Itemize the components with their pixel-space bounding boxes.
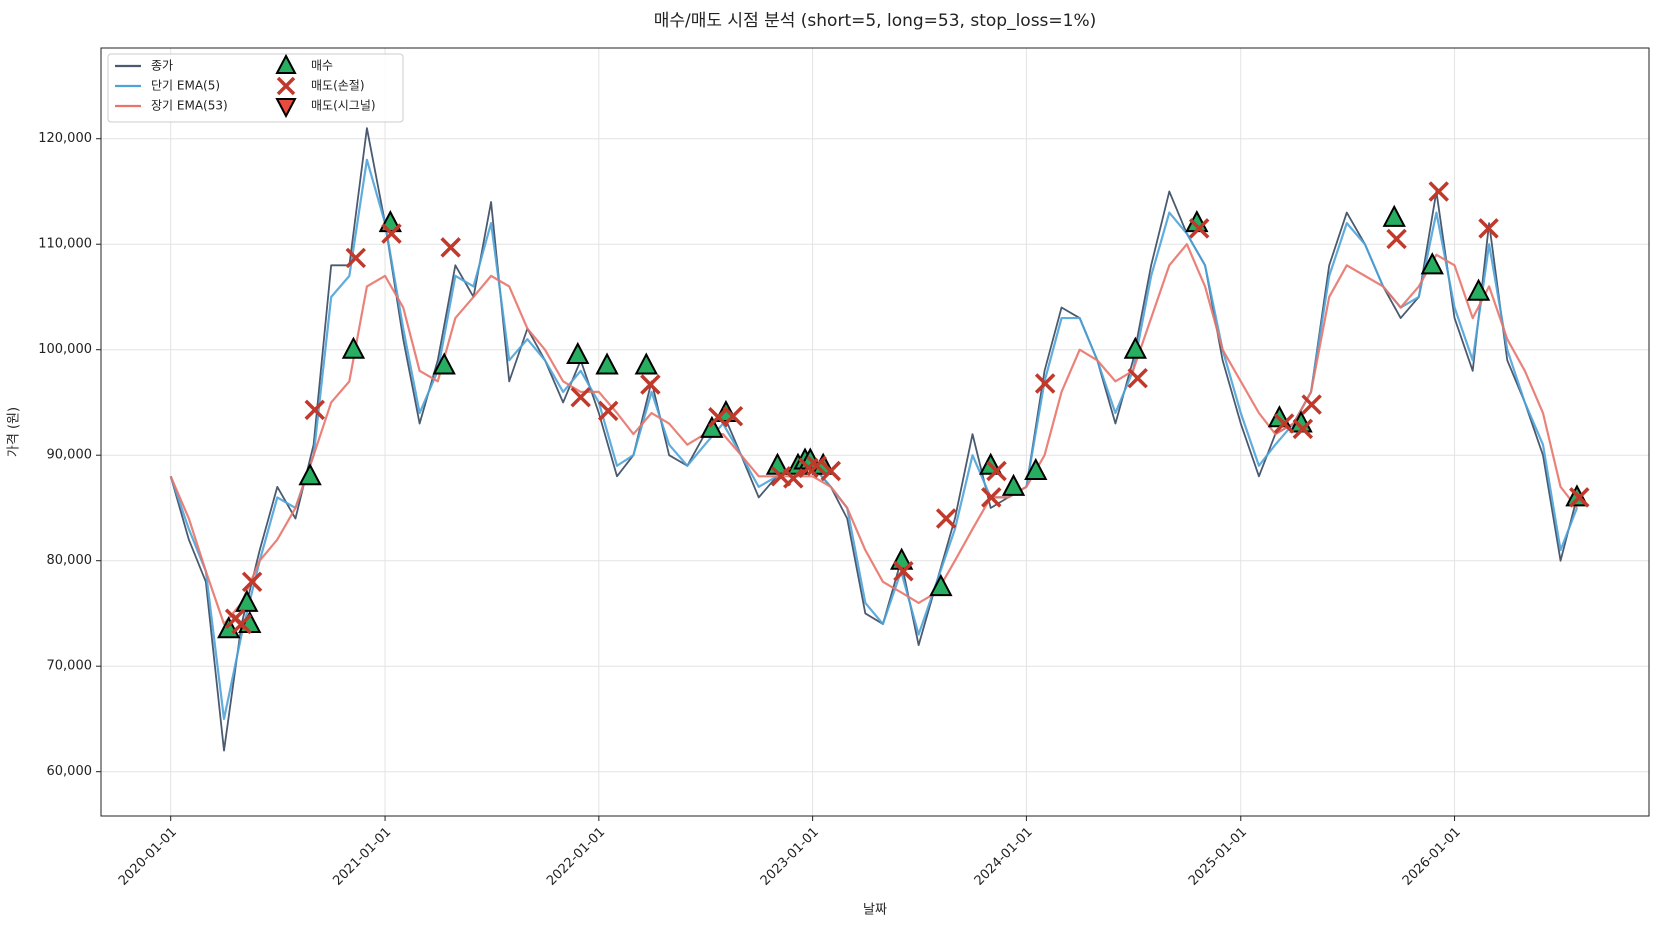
price-line [169, 243, 1578, 626]
y-tick-label: 110,000 [38, 237, 92, 252]
buy-marker [595, 352, 619, 375]
legend-label: 매수 [311, 59, 333, 73]
sell-marker [440, 237, 461, 258]
y-tick-label: 120,000 [38, 131, 92, 146]
buy-marker [929, 573, 953, 597]
legend-swatch [276, 76, 296, 96]
legend-label: 장기 EMA(53) [151, 99, 228, 113]
x-tick-label: 2022-01-01 [544, 825, 608, 889]
legend-box [107, 53, 404, 123]
legend-swatch [275, 53, 297, 74]
y-tick-label: 70,000 [47, 659, 93, 674]
price-line [169, 127, 1578, 752]
price-line [169, 158, 1578, 721]
sell-marker [231, 613, 252, 635]
x-tick-label: 2025-01-01 [1186, 825, 1250, 889]
y-tick-label: 100,000 [38, 342, 92, 357]
buy-marker [1382, 204, 1406, 227]
buy-marker [1420, 252, 1444, 275]
buy-marker [634, 352, 658, 375]
chart-title: 매수/매도 시점 분석 (short=5, long=53, stop_loss… [654, 11, 1097, 31]
buy-marker [1001, 473, 1026, 496]
x-axis-label: 날짜 [863, 903, 887, 918]
y-tick-label: 80,000 [47, 553, 93, 568]
buy-marker [341, 336, 366, 359]
sell-marker [1034, 373, 1056, 394]
sell-marker [806, 455, 827, 476]
sell-marker [1569, 487, 1590, 508]
sell-marker [722, 405, 744, 427]
buy-marker [700, 415, 724, 438]
plot-area [169, 127, 1590, 752]
buy-marker [432, 352, 456, 375]
sell-marker [345, 247, 367, 269]
buy-marker [298, 463, 322, 486]
sell-marker [381, 223, 402, 244]
sell-marker [893, 561, 914, 582]
sell-marker [597, 400, 619, 422]
buy-marker [566, 341, 590, 364]
legend-label: 매도(시그널) [311, 99, 376, 113]
sell-marker [1127, 367, 1148, 389]
buy-marker [1024, 457, 1048, 481]
x-tick-label: 2020-01-01 [116, 825, 180, 889]
y-tick-label: 90,000 [47, 448, 93, 463]
legend-label: 종가 [151, 59, 173, 73]
buy-marker [235, 589, 259, 612]
x-tick-label: 2024-01-01 [972, 825, 1036, 889]
legend-label: 단기 EMA(5) [151, 79, 220, 93]
x-tick-label: 2023-01-01 [758, 825, 822, 889]
x-tick-label: 2021-01-01 [330, 825, 394, 889]
sell-marker [783, 468, 804, 489]
buy-marker [1123, 336, 1147, 359]
sell-marker [986, 460, 1007, 482]
sell-marker [241, 571, 263, 593]
sell-marker [1386, 228, 1407, 250]
y-tick-label: 60,000 [47, 764, 93, 779]
plot-frame [100, 47, 1650, 817]
sell-marker [820, 460, 842, 482]
sell-marker [640, 374, 661, 395]
x-tick-label: 2026-01-01 [1400, 825, 1464, 889]
sell-marker [1292, 418, 1314, 440]
sell-marker [1188, 218, 1210, 239]
sell-marker [570, 386, 591, 408]
y-axis-label: 가격 (원) [7, 407, 22, 457]
sell-marker [304, 399, 326, 421]
legend-label: 매도(손절) [311, 79, 365, 93]
sell-marker [935, 508, 957, 529]
sell-marker [1478, 218, 1499, 239]
sell-marker [1301, 394, 1322, 415]
legend-swatch [275, 98, 297, 119]
buy-marker [1466, 278, 1491, 301]
sell-marker [1428, 181, 1449, 202]
sell-marker [981, 487, 1002, 508]
sell-marker [1273, 413, 1295, 434]
